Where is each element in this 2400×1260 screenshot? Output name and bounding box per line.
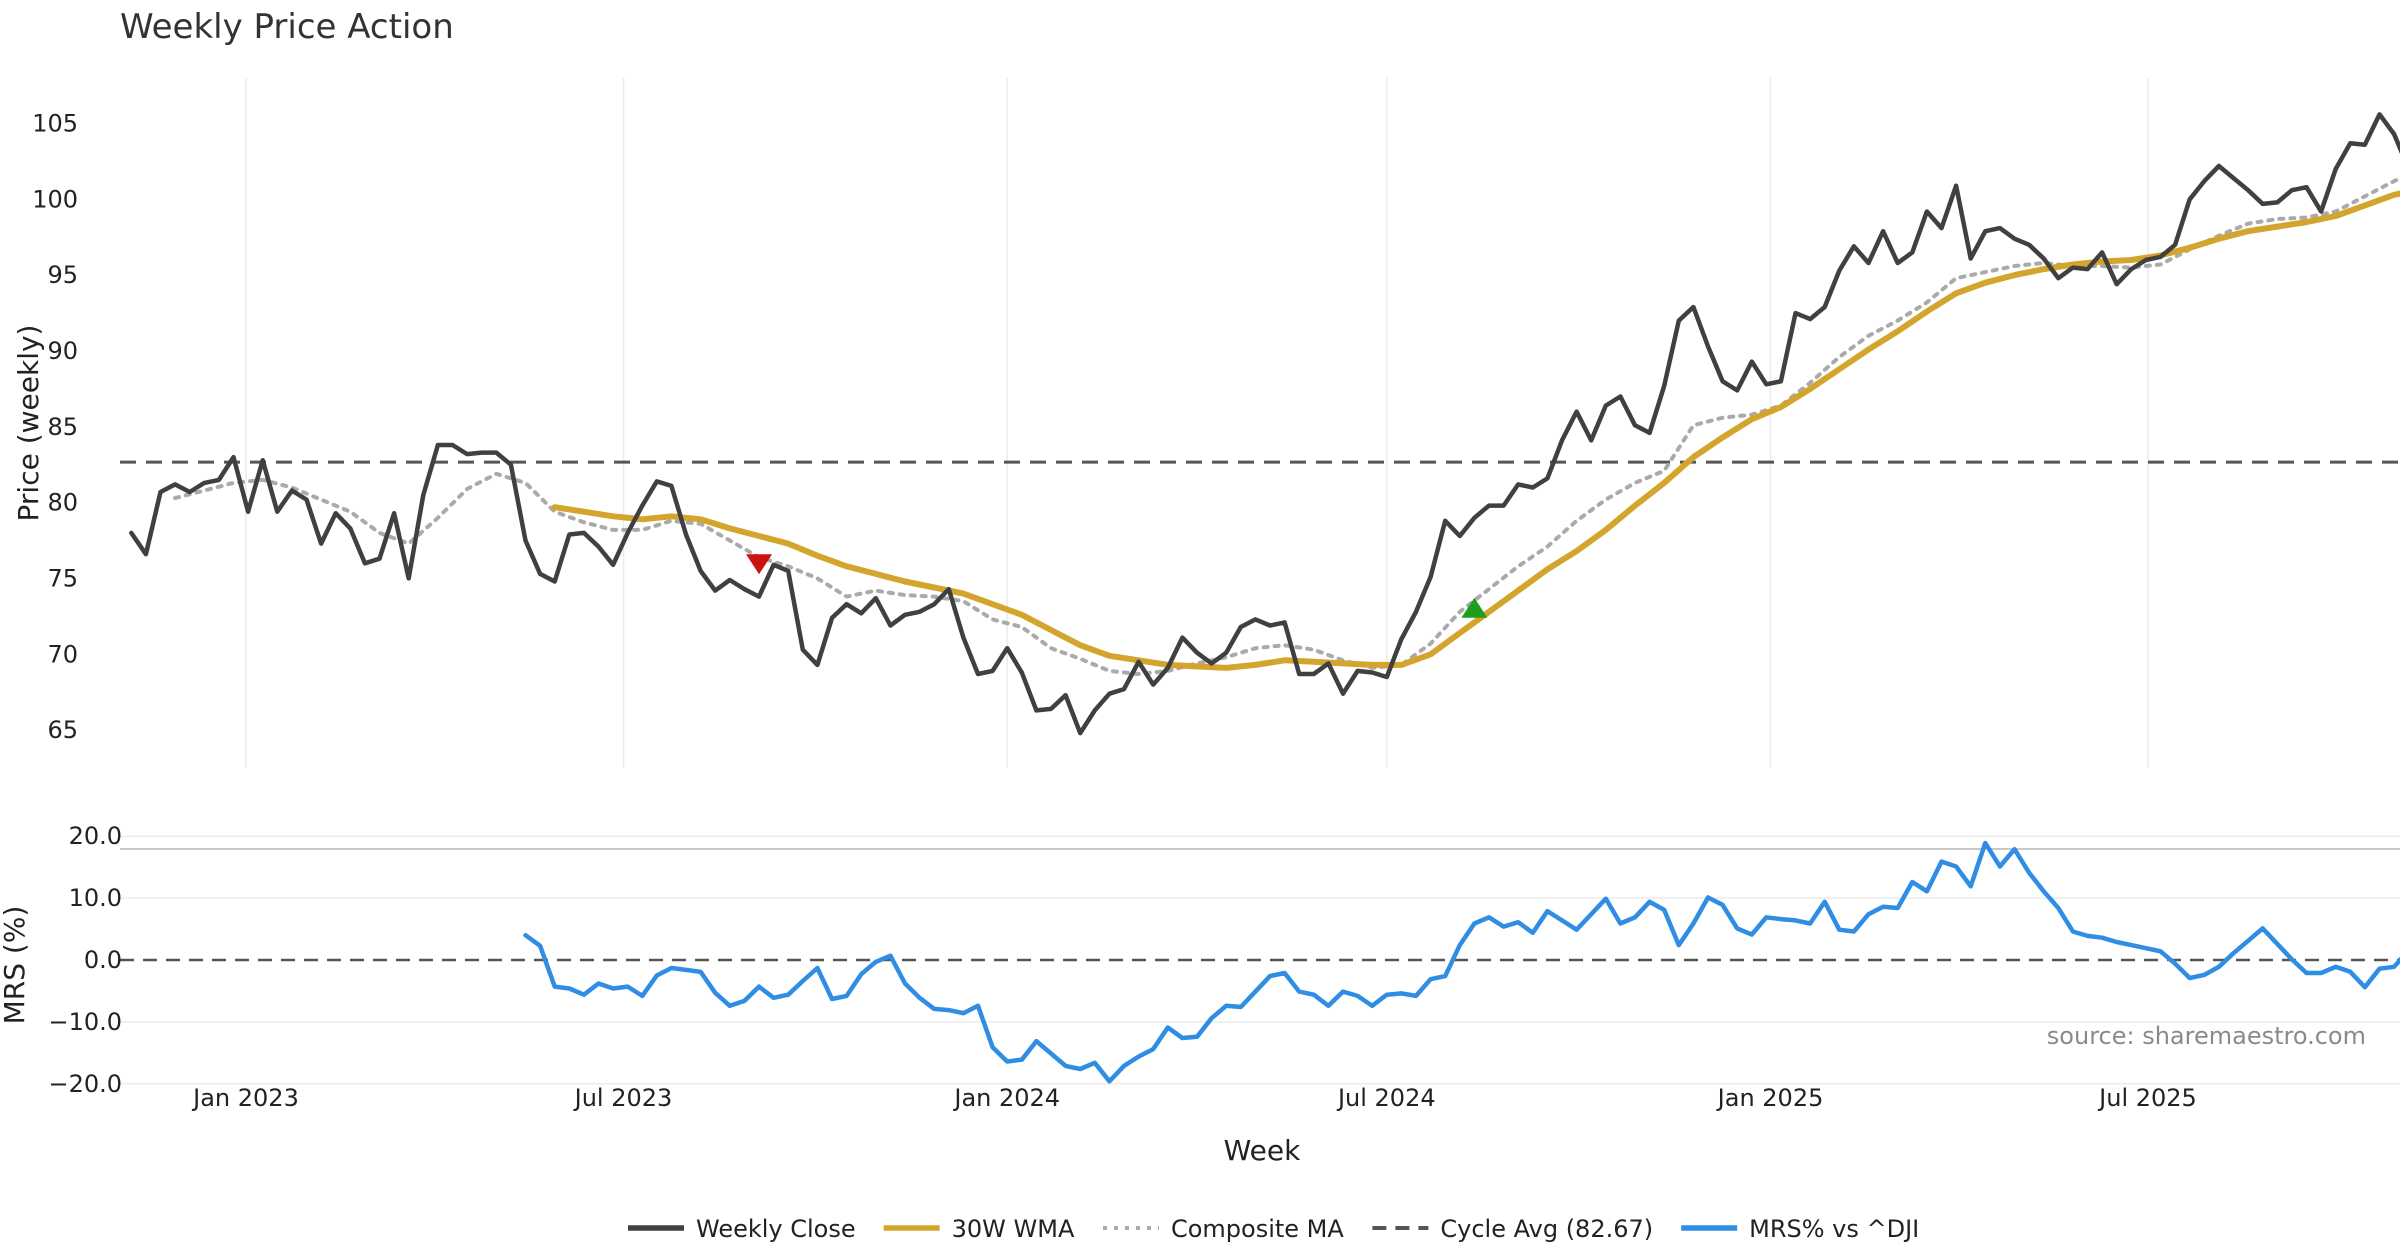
x-tick-label: Jan 2024	[952, 1084, 1060, 1112]
legend-label: MRS% vs ^DJI	[1749, 1215, 1919, 1243]
x-tick-label: Jan 2025	[1716, 1084, 1824, 1112]
price-series-lines	[129, 112, 2400, 736]
signal-markers	[746, 554, 1488, 618]
legend-label: Cycle Avg (82.67)	[1440, 1215, 1653, 1243]
mrs-ytick-label: −20.0	[48, 1070, 122, 1098]
mrs-ytick-label: 10.0	[69, 884, 122, 912]
chart-title: Weekly Price Action	[120, 7, 454, 47]
mrs-gridlines	[120, 835, 2400, 1085]
x-tick-label: Jul 2025	[2097, 1084, 2197, 1112]
x-tick-label: Jan 2023	[191, 1084, 299, 1112]
price-y-ticks: 65 70 75 80 85 90 95 100 105	[32, 109, 78, 744]
composite-ma-line	[173, 176, 2400, 676]
x-axis-label: Week	[1224, 1134, 1301, 1167]
mrs-ytick-label: −10.0	[48, 1008, 122, 1036]
sell-signal-marker	[746, 554, 773, 575]
x-axis-ticks: Jan 2023 Jul 2023 Jan 2024 Jul 2024 Jan 2025…	[191, 1084, 2197, 1112]
x-tick-label: Jul 2024	[1336, 1084, 1436, 1112]
legend-label: 30W WMA	[952, 1215, 1075, 1243]
price-ytick-label: 70	[47, 640, 78, 668]
mrs-ytick-label: 0.0	[84, 946, 122, 974]
buy-signal-marker	[1461, 597, 1488, 618]
weekly-close-line	[129, 112, 2400, 736]
price-ytick-label: 90	[47, 337, 78, 365]
price-ytick-label: 85	[47, 413, 78, 441]
mrs-y-axis-label: MRS (%)	[0, 906, 31, 1025]
chart-legend: Weekly Close 30W WMA Composite MA Cycle Avg…	[628, 1215, 1919, 1243]
price-gridlines	[245, 78, 2149, 768]
price-ytick-label: 95	[47, 261, 78, 289]
wma-30w-line	[551, 190, 2400, 671]
price-ytick-label: 80	[47, 489, 78, 517]
legend-label: Weekly Close	[696, 1215, 856, 1243]
price-ytick-label: 105	[32, 109, 78, 137]
legend-label: Composite MA	[1171, 1215, 1344, 1243]
mrs-series-line	[523, 840, 2400, 1084]
price-ytick-label: 75	[47, 564, 78, 592]
mrs-line	[523, 840, 2400, 1084]
x-tick-label: Jul 2023	[573, 1084, 673, 1112]
price-ytick-label: 100	[32, 185, 78, 213]
mrs-y-ticks: 20.0 10.0 0.0 −10.0 −20.0	[48, 822, 122, 1098]
price-y-axis-label: Price (weekly)	[12, 325, 45, 522]
source-note: source: sharemaestro.com	[2047, 1022, 2366, 1050]
price-ytick-label: 65	[47, 716, 78, 744]
mrs-ytick-label: 20.0	[69, 822, 122, 850]
